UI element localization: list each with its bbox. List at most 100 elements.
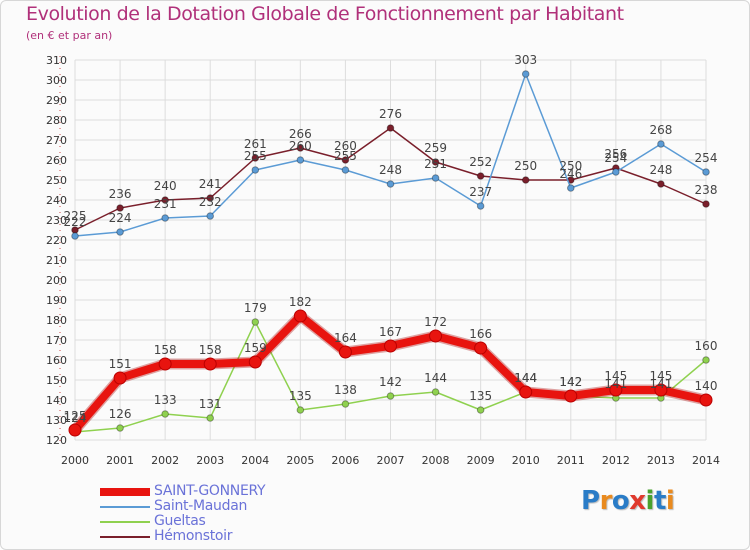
x-tick-label: 2002 xyxy=(151,454,179,467)
y-tick-label: 180 xyxy=(46,314,67,327)
data-label-saint-maudan: 254 xyxy=(604,151,627,165)
data-label-h-monstoir: 250 xyxy=(559,159,582,173)
data-point-h-monstoir xyxy=(251,154,260,162)
data-label-saint-gonnery: 125 xyxy=(64,409,87,423)
x-tick-label: 2001 xyxy=(106,454,134,467)
x-tick-label: 2009 xyxy=(467,454,495,467)
x-tick-label: 2007 xyxy=(377,454,405,467)
data-point-gueltas xyxy=(116,424,124,432)
y-tick-label: 170 xyxy=(46,334,67,347)
data-label-saint-maudan: 231 xyxy=(154,197,177,211)
data-point-saint-maudan xyxy=(251,166,260,174)
data-label-saint-gonnery: 144 xyxy=(514,371,537,385)
x-tick-label: 2004 xyxy=(241,454,269,467)
data-label-h-monstoir: 260 xyxy=(334,139,357,153)
data-point-saint-gonnery xyxy=(248,355,262,369)
y-tick-label: 190 xyxy=(46,294,67,307)
data-point-saint-gonnery xyxy=(519,385,533,399)
data-point-saint-maudan xyxy=(71,232,79,240)
data-label-gueltas: 142 xyxy=(379,375,402,389)
proxiti-logo: Proxiti xyxy=(581,486,675,516)
legend-swatch xyxy=(100,536,150,538)
data-label-saint-maudan: 246 xyxy=(559,167,582,181)
data-point-h-monstoir xyxy=(521,176,530,184)
data-label-gueltas: 126 xyxy=(109,407,132,421)
data-label-gueltas: 160 xyxy=(695,339,718,353)
data-point-h-monstoir xyxy=(116,204,124,212)
data-point-saint-gonnery xyxy=(474,341,488,355)
data-label-saint-gonnery: 166 xyxy=(469,327,492,341)
data-point-h-monstoir xyxy=(206,194,215,202)
data-label-saint-maudan: 237 xyxy=(469,185,492,199)
legend-label: SAINT-GONNERY xyxy=(154,483,266,499)
data-label-saint-gonnery: 142 xyxy=(559,375,582,389)
data-point-saint-maudan xyxy=(341,166,350,174)
data-label-gueltas: 135 xyxy=(469,389,492,403)
data-point-saint-maudan xyxy=(612,168,620,176)
data-point-gueltas xyxy=(251,318,260,326)
data-label-h-monstoir: 256 xyxy=(604,147,627,161)
data-point-saint-maudan xyxy=(702,168,710,176)
legend-swatch xyxy=(100,488,150,496)
y-tick-label: 160 xyxy=(46,354,67,367)
y-tick-label: 140 xyxy=(46,394,67,407)
data-point-saint-gonnery xyxy=(564,389,578,403)
data-label-gueltas: 135 xyxy=(289,389,312,403)
data-point-h-monstoir xyxy=(476,172,485,180)
data-label-saint-gonnery: 164 xyxy=(334,331,357,345)
data-label-saint-maudan: 248 xyxy=(379,163,402,177)
logo-letter: o xyxy=(611,486,630,516)
y-tick-label: 280 xyxy=(46,114,67,127)
data-point-h-monstoir xyxy=(431,158,440,166)
y-tick-label: 120 xyxy=(46,434,67,447)
data-label-saint-gonnery: 159 xyxy=(244,341,267,355)
data-point-h-monstoir xyxy=(386,124,395,132)
data-label-h-monstoir: 252 xyxy=(469,155,492,169)
data-point-saint-gonnery xyxy=(203,357,217,371)
data-point-saint-gonnery xyxy=(384,339,397,353)
data-point-saint-gonnery xyxy=(609,383,623,397)
data-label-h-monstoir: 236 xyxy=(109,187,132,201)
data-label-saint-maudan: 224 xyxy=(109,211,132,225)
data-label-h-monstoir: 225 xyxy=(64,209,87,223)
data-point-saint-maudan xyxy=(431,174,440,182)
data-label-h-monstoir: 240 xyxy=(154,179,177,193)
x-tick-label: 2011 xyxy=(557,454,585,467)
y-tick-label: 210 xyxy=(46,254,67,267)
data-label-saint-maudan: 255 xyxy=(244,149,267,163)
data-label-gueltas: 124 xyxy=(64,411,87,425)
data-label-saint-gonnery: 151 xyxy=(109,357,132,371)
data-point-gueltas xyxy=(296,406,305,414)
logo-letter: i xyxy=(645,486,655,516)
y-tick-label: 290 xyxy=(46,94,67,107)
data-label-gueltas: 179 xyxy=(244,301,267,315)
data-label-gueltas: 138 xyxy=(334,383,357,397)
data-point-gueltas xyxy=(161,410,169,418)
data-point-saint-maudan xyxy=(521,70,530,78)
data-point-gueltas xyxy=(341,400,350,408)
x-tick-label: 2005 xyxy=(286,454,314,467)
y-tick-label: 150 xyxy=(46,374,67,387)
y-tick-label: 230 xyxy=(46,214,67,227)
data-point-h-monstoir xyxy=(657,180,665,188)
data-point-saint-maudan xyxy=(296,156,305,164)
data-point-saint-maudan xyxy=(657,140,665,148)
data-label-gueltas: 131 xyxy=(199,397,222,411)
data-label-saint-maudan: 303 xyxy=(514,53,537,67)
data-point-saint-maudan xyxy=(206,212,215,220)
data-point-saint-maudan xyxy=(566,184,575,192)
logo-letter: t xyxy=(653,486,666,516)
data-point-saint-maudan xyxy=(476,202,485,210)
x-tick-label: 2003 xyxy=(196,454,224,467)
data-label-saint-gonnery: 145 xyxy=(649,369,672,383)
data-label-saint-maudan: 251 xyxy=(424,157,447,171)
legend-swatch xyxy=(100,521,150,523)
data-label-gueltas: 144 xyxy=(424,371,447,385)
logo-letter: i xyxy=(665,486,675,516)
data-label-saint-gonnery: 172 xyxy=(424,315,447,329)
data-point-h-monstoir xyxy=(296,144,305,152)
data-label-saint-gonnery: 167 xyxy=(379,325,402,339)
y-tick-label: 270 xyxy=(46,134,67,147)
x-tick-label: 2010 xyxy=(512,454,540,467)
y-tick-label: 300 xyxy=(46,74,67,87)
